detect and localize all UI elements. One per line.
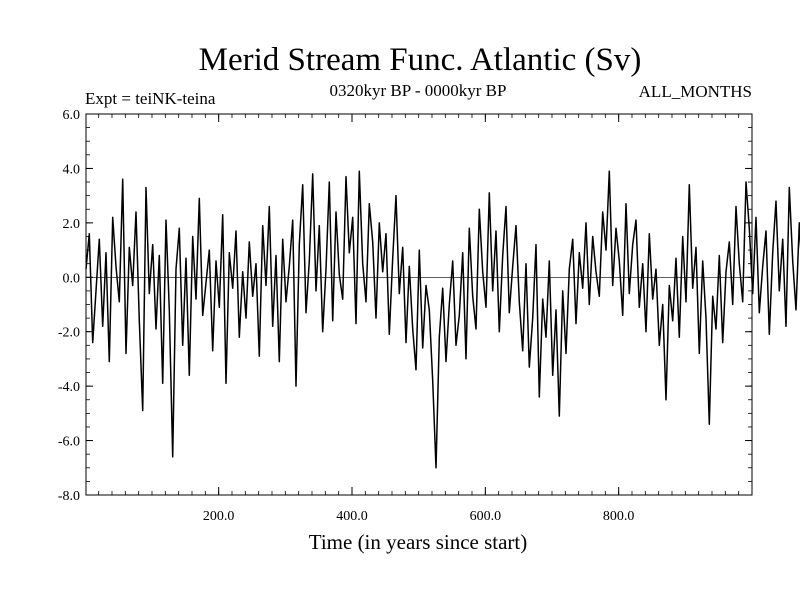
- y-tick-label: -6.0: [58, 435, 80, 450]
- y-tick-label: -4.0: [58, 380, 80, 395]
- y-tick-label: 0.0: [63, 271, 81, 286]
- y-tick-label: 6.0: [63, 108, 81, 123]
- period-label: 0320kyr BP - 0000kyr BP: [330, 81, 507, 100]
- chart-title: Merid Stream Func. Atlantic (Sv): [199, 42, 642, 78]
- x-tick-label: 400.0: [336, 509, 368, 524]
- y-tick-label: 4.0: [63, 162, 81, 177]
- y-tick-label: -8.0: [58, 489, 80, 504]
- months-label: ALL_MONTHS: [639, 82, 752, 101]
- series-line: [85, 170, 800, 469]
- experiment-label: Expt = teiNK-teina: [85, 89, 216, 108]
- x-axis-label: Time (in years since start): [309, 530, 528, 554]
- plot-area: 200.0 400.0 600.0 800.0 6.0 4.0 2.0 0.0 -2.0 -4.…: [58, 108, 800, 524]
- plot-frame: [85, 113, 753, 496]
- x-axis: 200.0 400.0 600.0 800.0: [98, 114, 740, 524]
- y-tick-label: -2.0: [58, 326, 80, 341]
- x-tick-label: 600.0: [470, 509, 502, 524]
- x-tick-label: 200.0: [203, 509, 235, 524]
- x-tick-label: 800.0: [603, 509, 635, 524]
- y-axis: 6.0 4.0 2.0 0.0 -2.0 -4.0 -6.0 -8.0: [58, 108, 752, 504]
- y-tick-label: 2.0: [63, 217, 81, 232]
